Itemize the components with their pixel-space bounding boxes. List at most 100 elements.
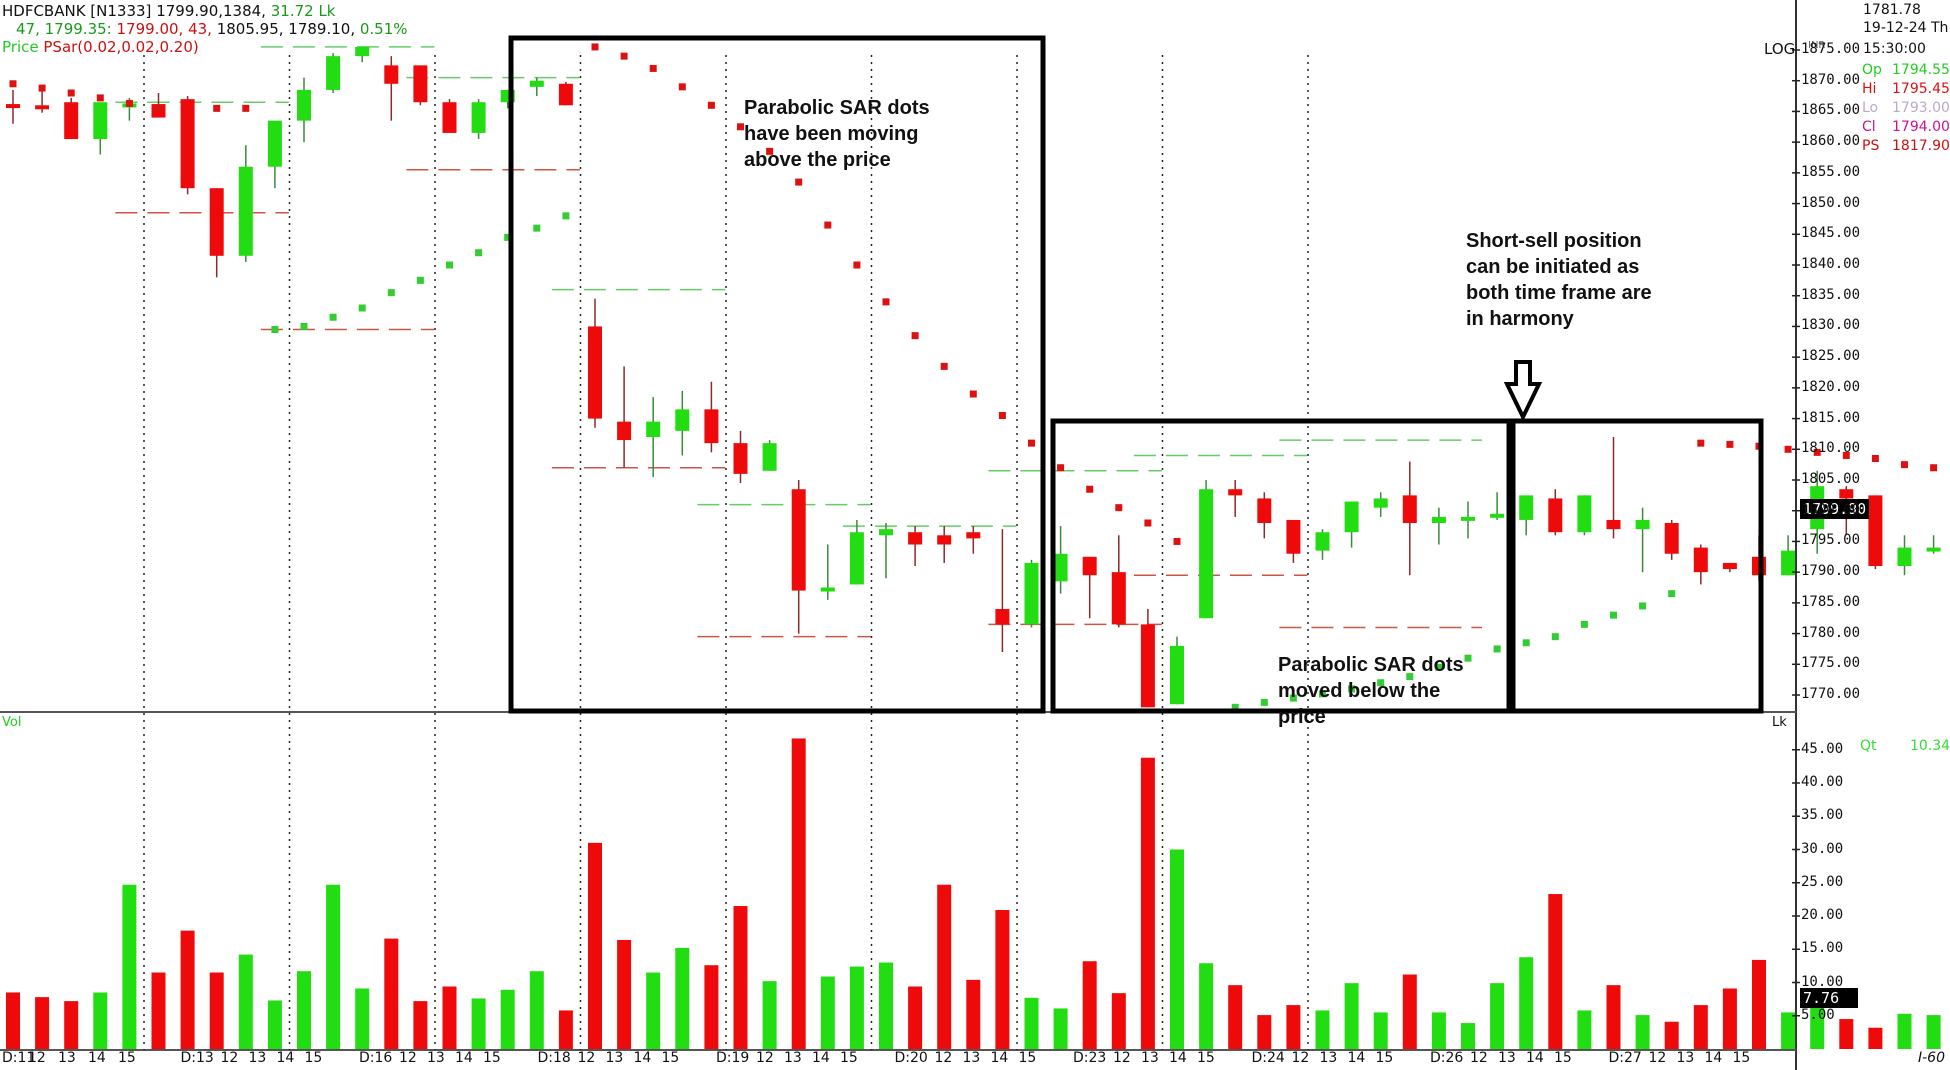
candle-up bbox=[762, 443, 777, 471]
info-date: 19-12-24 Th bbox=[1863, 20, 1949, 36]
candle-down bbox=[180, 99, 195, 189]
info-row-value: 1794.55 bbox=[1892, 62, 1950, 78]
candle-down bbox=[64, 102, 79, 140]
candle-up bbox=[326, 56, 341, 90]
volume-bar bbox=[267, 1000, 282, 1049]
volume-bar bbox=[1897, 1013, 1912, 1049]
volume-bar bbox=[1373, 1012, 1388, 1049]
scale-mode-button[interactable]: LOG bbox=[1764, 40, 1796, 58]
psar-dot bbox=[649, 64, 657, 72]
psar-dot bbox=[1871, 455, 1879, 463]
time-tick-label: 13 bbox=[58, 1050, 76, 1066]
volume-bar bbox=[675, 947, 690, 1049]
psar-dot bbox=[562, 212, 570, 220]
time-tick-label: 13 bbox=[1498, 1050, 1516, 1066]
psar-dot bbox=[1057, 464, 1065, 472]
volume-tick-label: 5.00 bbox=[1801, 1006, 1835, 1023]
legend-price[interactable]: Price bbox=[2, 38, 39, 56]
volume-bar bbox=[64, 1001, 79, 1049]
volume-bar bbox=[1781, 1012, 1796, 1049]
time-tick-label: D:27 bbox=[1608, 1050, 1642, 1066]
candle-down bbox=[1402, 495, 1417, 524]
psar-dot bbox=[96, 94, 104, 102]
time-tick-label: 13 bbox=[1141, 1050, 1159, 1066]
candle-down bbox=[1257, 498, 1272, 524]
candle-up bbox=[1170, 645, 1184, 705]
price-tick-label: 1875.00 bbox=[1801, 41, 1861, 57]
psar-dot bbox=[1289, 694, 1297, 702]
price-tick-label: 1835.00 bbox=[1801, 286, 1861, 303]
volume-unit: Lk bbox=[1772, 715, 1787, 730]
time-tick-label: 14 bbox=[633, 1050, 652, 1066]
candle-down bbox=[558, 83, 573, 106]
volume-tick-label: 45.00 bbox=[1801, 740, 1844, 757]
volume-bar bbox=[558, 1010, 573, 1049]
time-tick-label: D:18 bbox=[537, 1050, 571, 1066]
psar-dot bbox=[387, 289, 395, 297]
psar-dot bbox=[1348, 685, 1356, 693]
volume-bar bbox=[1722, 988, 1737, 1049]
time-tick-label: 14 bbox=[812, 1050, 830, 1066]
psar-dot bbox=[1464, 654, 1472, 662]
volume-bar bbox=[500, 989, 515, 1049]
time-tick-label: 15 bbox=[1554, 1050, 1572, 1066]
price-tick-label: 1770.00 bbox=[1801, 686, 1861, 702]
time-tick-label: 14 bbox=[455, 1050, 473, 1066]
annotation-short-sell: Short-sell position can be initiated as … bbox=[1466, 228, 1652, 332]
psar-dot bbox=[1406, 673, 1414, 681]
psar-dot bbox=[155, 104, 162, 112]
candle-down bbox=[966, 532, 981, 539]
time-tick-label: D:20 bbox=[894, 1050, 928, 1066]
annotation-psar-above: Parabolic SAR dots have been moving abov… bbox=[744, 95, 930, 173]
volume-bar bbox=[384, 938, 399, 1049]
candle-down bbox=[791, 489, 806, 591]
volume-bar bbox=[1810, 999, 1825, 1049]
candle-up bbox=[1344, 501, 1359, 533]
volume-bar bbox=[849, 966, 864, 1049]
time-tick-label: 15 bbox=[1197, 1050, 1215, 1066]
psar-dot bbox=[882, 298, 890, 306]
time-tick-label: 12 bbox=[220, 1050, 239, 1066]
time-tick-label: 14 bbox=[276, 1050, 295, 1066]
price-tick-label: 1865.00 bbox=[1801, 102, 1861, 119]
time-tick-label: D:16 bbox=[359, 1050, 393, 1066]
psar-dot bbox=[1901, 461, 1908, 469]
candle-down bbox=[1548, 498, 1563, 533]
psar-dot bbox=[1028, 439, 1035, 447]
candle-up bbox=[471, 102, 486, 133]
time-tick-label: 12 bbox=[756, 1050, 774, 1066]
candle-up bbox=[267, 120, 282, 167]
volume-bar bbox=[820, 976, 835, 1049]
annotation-line: price bbox=[1278, 706, 1326, 728]
time-tick-label: 15 bbox=[1375, 1050, 1394, 1066]
volume-bar bbox=[1111, 993, 1126, 1049]
time-tick-label: 15 bbox=[840, 1050, 858, 1066]
psar-dot bbox=[1435, 663, 1443, 671]
psar-dot bbox=[591, 43, 599, 51]
psar-dot bbox=[620, 52, 628, 60]
volume-tick-label: 30.00 bbox=[1801, 840, 1844, 857]
volume-bar bbox=[1431, 1012, 1446, 1049]
candle-down bbox=[995, 609, 1010, 625]
psar-dot bbox=[1580, 620, 1588, 628]
psar-dot bbox=[1260, 698, 1268, 706]
candle-up bbox=[238, 166, 253, 256]
time-tick-label: 12 bbox=[28, 1050, 46, 1066]
annotation-line: can be initiated as bbox=[1466, 256, 1640, 278]
interval-label[interactable]: I-60 bbox=[1918, 1050, 1945, 1066]
psar-dot bbox=[329, 313, 337, 321]
candle-down bbox=[908, 532, 923, 545]
price-tick-label: 1815.00 bbox=[1801, 409, 1861, 426]
legend-psar[interactable]: PSar(0.02,0.02,0.20) bbox=[43, 38, 199, 56]
price-tick-label: 1845.00 bbox=[1801, 225, 1861, 242]
candle-down bbox=[1868, 495, 1883, 567]
psar-dot bbox=[1726, 440, 1734, 448]
annotation-line: moved below the bbox=[1278, 680, 1441, 702]
info-row-label: Cl bbox=[1862, 119, 1876, 135]
price-tick-label: 1805.00 bbox=[1801, 471, 1861, 487]
annotation-box-short-sell bbox=[1510, 418, 1764, 714]
volume-bar bbox=[733, 906, 748, 1049]
candle-up bbox=[1577, 495, 1592, 533]
price-tick-label: 1825.00 bbox=[1801, 348, 1861, 365]
